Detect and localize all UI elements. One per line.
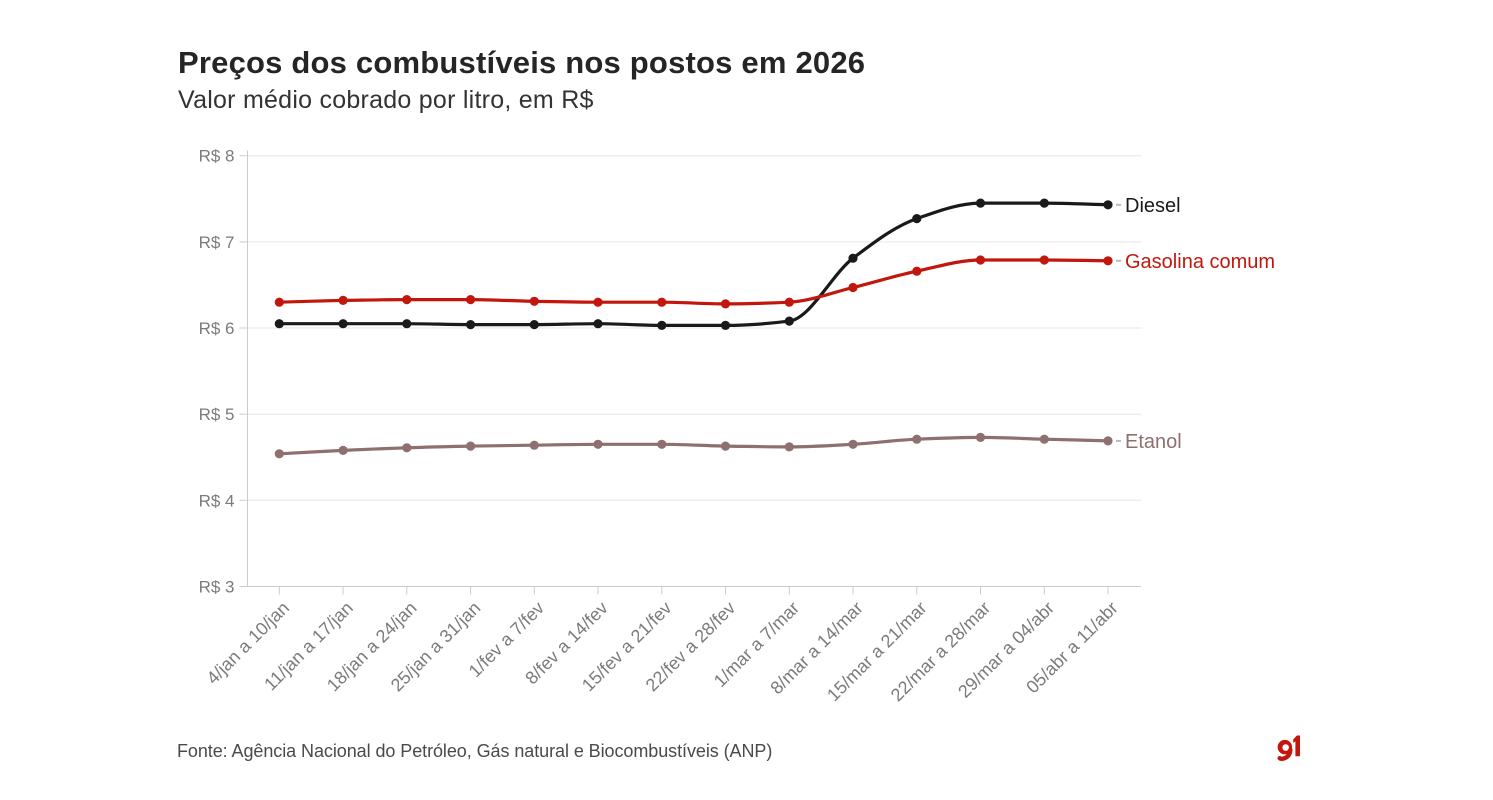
svg-text:R$ 6: R$ 6 [199,319,235,338]
svg-text:Etanol: Etanol [1125,431,1182,453]
svg-text:R$ 3: R$ 3 [199,578,235,597]
svg-text:Diesel: Diesel [1125,195,1181,217]
svg-text:R$ 5: R$ 5 [199,405,235,424]
svg-text:R$ 4: R$ 4 [199,491,235,510]
svg-text:R$ 7: R$ 7 [199,233,235,252]
svg-text:Gasolina comum: Gasolina comum [1125,251,1275,273]
svg-text:R$ 8: R$ 8 [199,147,235,166]
